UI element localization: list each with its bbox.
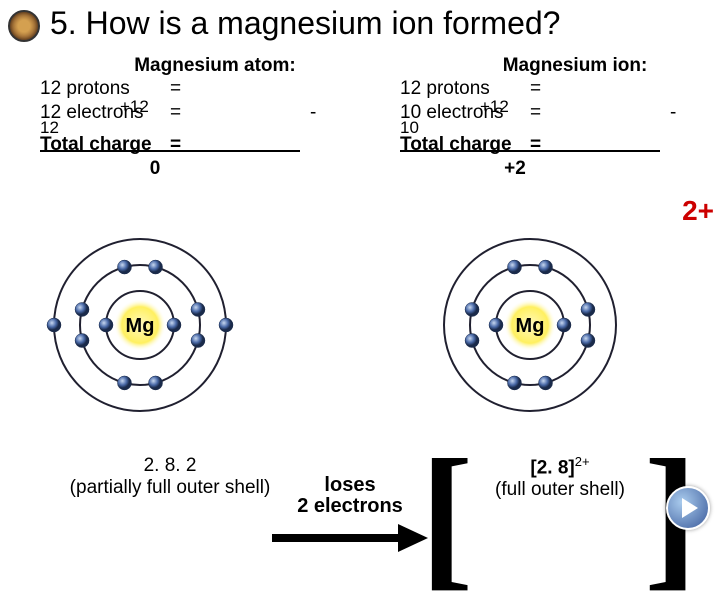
reaction-arrow [270,520,430,556]
eq-sign: = [530,102,541,125]
loses-line2: 2 electrons [275,496,425,517]
ion-total-label: Total charge [400,134,512,157]
atom-text-block: Magnesium atom: 12 protons = +12 12 elec… [40,55,370,181]
atom-diagram-right: Mg [420,215,640,435]
eq-sign: = [530,78,541,101]
svg-text:Mg: Mg [516,315,545,337]
caption-left-note: (partially full outer shell) [20,477,320,499]
caption-left: 2. 8. 2 (partially full outer shell) [20,455,320,499]
ion-text-block: Magnesium ion: 12 protons = +12 10 elect… [400,55,720,181]
caption-right: [2. 8]2+ (full outer shell) [410,455,710,501]
minus-sign: - [310,102,316,125]
diagram-area: Mg [ Mg ] loses 2 electrons [0,215,720,455]
ion-total-result: +2 [400,158,720,181]
ion-heading: Magnesium ion: [400,55,720,78]
slide-title: 5. How is a magnesium ion formed? [50,5,560,42]
caption-left-config: 2. 8. 2 [20,455,320,477]
ion-protons-label: 12 protons [400,78,490,101]
minus-sign: - [670,102,676,125]
caption-right-config-main: [2. 8] [530,457,574,478]
eq-sign: = [170,134,181,157]
eq-sign: = [170,78,181,101]
atom-diagram-left: Mg [30,215,250,435]
eq-sign: = [530,134,541,157]
svg-text:Mg: Mg [126,315,155,337]
next-slide-button[interactable] [666,486,710,530]
atom-heading: Magnesium atom: [40,55,370,78]
eq-sign: = [170,102,181,125]
atom-total-result: 0 [40,158,370,181]
caption-right-note: (full outer shell) [410,479,710,501]
atom-total-label: Total charge [40,134,152,157]
caption-right-config-sup: 2+ [575,454,590,469]
atom-protons-label: 12 protons [40,78,130,101]
caption-right-config: [2. 8]2+ [410,455,710,479]
slide-bullet-icon [8,10,40,42]
